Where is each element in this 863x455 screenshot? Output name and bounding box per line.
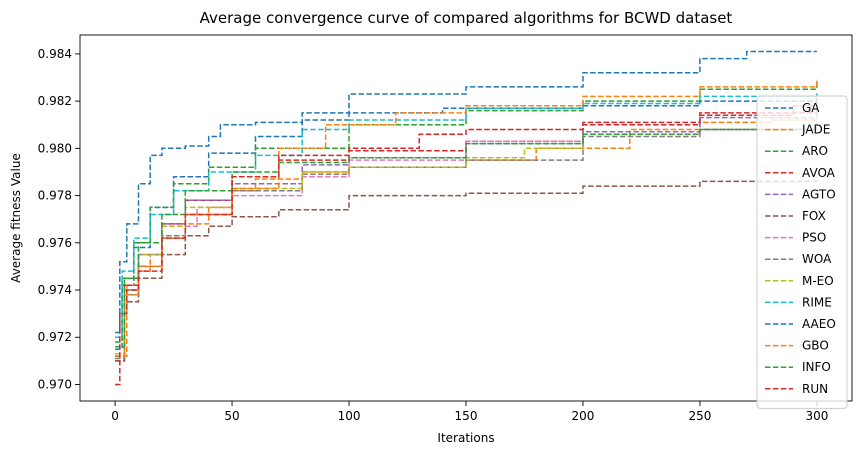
y-tick-label: 0.984 (38, 47, 72, 61)
legend-entry: M-EO (802, 274, 834, 288)
x-tick-label: 150 (455, 409, 478, 423)
x-tick-label: 50 (224, 409, 239, 423)
series-line-aro (115, 79, 818, 343)
series-line-run (115, 103, 818, 386)
x-axis-label: Iterations (437, 431, 494, 445)
series-layer (115, 50, 818, 386)
x-tick-label: 300 (805, 409, 828, 423)
legend-entry: AVOA (802, 166, 836, 180)
y-axis-label: Average fitness Value (9, 153, 23, 283)
y-tick-label: 0.970 (38, 377, 72, 391)
x-tick-label: 100 (338, 409, 361, 423)
series-line-jade (115, 119, 817, 357)
legend-entry: RUN (802, 382, 828, 396)
y-tick-label: 0.978 (38, 189, 72, 203)
y-tick-label: 0.980 (38, 141, 72, 155)
x-tick-label: 0 (111, 409, 119, 423)
legend-entry: ARO (802, 144, 828, 158)
legend: GA JADE ARO AVOA AGTO FOX PSO WOA M-EO RIME AAEO GB… (756, 95, 848, 409)
legend-box (756, 95, 848, 409)
x-tick-label: 200 (572, 409, 595, 423)
plot-frame (79, 34, 853, 402)
legend-entry: AGTO (802, 187, 836, 201)
series-line-fox (115, 176, 818, 362)
series-line-aaeo (115, 50, 817, 334)
y-tick-label: 0.972 (38, 330, 72, 344)
series-line-info (115, 128, 817, 348)
y-tick-label: 0.974 (38, 283, 72, 297)
legend-entry: INFO (802, 360, 831, 374)
legend-entry: RIME (802, 295, 832, 309)
legend-entry: FOX (802, 209, 826, 223)
y-tick-label: 0.982 (38, 94, 72, 108)
x-tick-label: 250 (688, 409, 711, 423)
series-line-agto (115, 108, 818, 357)
series-line-avoa (115, 101, 818, 362)
legend-entry: AAEO (802, 317, 836, 331)
legend-entry: GBO (802, 339, 829, 353)
legend-entry: WOA (802, 252, 832, 266)
legend-entry: GA (802, 101, 820, 115)
ticks-layer: 0 50 100 150 200 250 300 0.970 0.972 0.974 0.976 0.… (38, 47, 829, 423)
legend-entry: PSO (802, 231, 826, 245)
legend-entry: JADE (801, 123, 830, 137)
chart-title: Average convergence curve of compared al… (200, 9, 733, 27)
y-tick-label: 0.976 (38, 236, 72, 250)
